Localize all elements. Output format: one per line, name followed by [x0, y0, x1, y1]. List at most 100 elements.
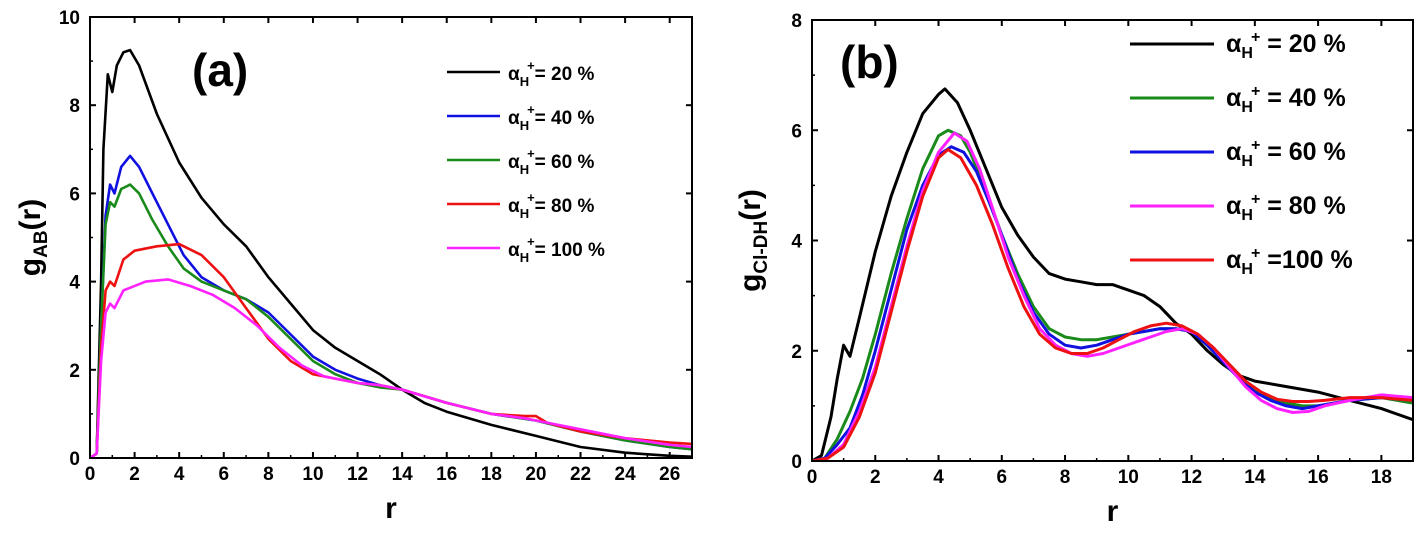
y-tick-label: 4 — [69, 273, 80, 294]
legend-subscript: H — [1241, 45, 1253, 62]
y-axis-title-subscript: AB — [31, 230, 52, 257]
y-axis-title-subscript: Cl-DH — [751, 221, 772, 274]
series-line-3 — [812, 145, 1413, 461]
y-axis-title-tail: (r) — [734, 189, 767, 221]
y-tick-label: 2 — [69, 361, 80, 382]
legend-text: = 40 % — [1260, 84, 1345, 112]
y-tick-label: 10 — [59, 8, 80, 29]
series-line-4 — [812, 131, 1413, 461]
series-lines — [812, 87, 1413, 461]
x-tick-label: 24 — [615, 464, 637, 485]
legend-text: = 40 % — [535, 108, 595, 129]
legend-label: αH+= 40 % — [508, 102, 594, 133]
legend-superscript: + — [527, 146, 535, 161]
series-line-1 — [90, 48, 692, 458]
x-axis-title: r — [385, 492, 397, 525]
series-line-3 — [90, 183, 692, 458]
legend-superscript: + — [527, 58, 535, 73]
series-line-2 — [812, 128, 1413, 461]
legend-alpha: α — [508, 152, 520, 173]
y-tick-label: 8 — [791, 11, 802, 32]
legend-label: αH+ = 60 % — [1226, 137, 1346, 170]
y-axis-title: gCl-DH(r) — [734, 189, 772, 292]
legend-alpha: α — [508, 196, 520, 217]
legend-alpha: α — [1226, 138, 1242, 166]
legend-superscript: + — [1251, 137, 1260, 154]
legend-subscript: H — [520, 74, 529, 89]
x-tick-label: 12 — [1181, 467, 1202, 488]
series-lines — [90, 48, 692, 458]
legend-text: =100 % — [1260, 246, 1352, 274]
legend-alpha: α — [508, 240, 520, 261]
legend-text: = 100 % — [535, 240, 605, 261]
x-tick-label: 6 — [997, 467, 1008, 488]
series-line-4 — [90, 242, 692, 458]
x-tick-label: 4 — [174, 464, 185, 485]
y-tick-label: 4 — [791, 232, 802, 253]
legend-text: = 60 % — [535, 152, 595, 173]
legend-label: αH+= 60 % — [508, 146, 594, 177]
y-axis-title-main: g — [14, 258, 47, 276]
x-tick-label: 10 — [1118, 467, 1139, 488]
legend-subscript: H — [1241, 99, 1253, 116]
y-tick-label: 0 — [791, 452, 802, 473]
legend-text: = 20 % — [1260, 30, 1345, 58]
legend-alpha: α — [1226, 246, 1242, 274]
legend-superscript: + — [527, 102, 535, 117]
legend: αH+= 20 %αH+= 40 %αH+= 60 %αH+= 80 %αH+=… — [447, 58, 605, 265]
y-tick-label: 8 — [69, 96, 80, 117]
y-axis-title-main: g — [734, 274, 767, 292]
legend: αH+ = 20 %αH+ = 40 %αH+ = 60 %αH+ = 80 %… — [1130, 29, 1353, 278]
series-line-5 — [90, 278, 692, 458]
x-tick-label: 22 — [570, 464, 591, 485]
legend-superscript: + — [527, 234, 535, 249]
legend-superscript: + — [527, 190, 535, 205]
legend-label: αH+ =100 % — [1226, 245, 1353, 278]
legend-text: = 20 % — [535, 64, 595, 85]
x-tick-label: 0 — [807, 467, 818, 488]
y-tick-label: 6 — [791, 121, 802, 142]
series-line-5 — [812, 148, 1413, 461]
y-axis-title-tail: (r) — [14, 199, 47, 231]
panel-label: (a) — [192, 44, 248, 96]
legend-superscript: + — [1251, 245, 1260, 262]
legend-superscript: + — [1251, 29, 1260, 46]
legend-label: αH+ = 80 % — [1226, 191, 1346, 224]
x-tick-label: 12 — [347, 464, 368, 485]
legend-superscript: + — [1251, 83, 1260, 100]
legend-subscript: H — [520, 118, 529, 133]
plot-frame — [89, 16, 693, 459]
legend-subscript: H — [1241, 153, 1253, 170]
legend-alpha: α — [508, 64, 520, 85]
legend-text: = 80 % — [535, 196, 595, 217]
legend-label: αH+ = 40 % — [1226, 83, 1346, 116]
legend-alpha: α — [1226, 84, 1242, 112]
x-tick-label: 0 — [85, 464, 96, 485]
legend-superscript: + — [1251, 191, 1260, 208]
legend-label: αH+= 80 % — [508, 190, 594, 221]
legend-subscript: H — [520, 250, 529, 265]
x-tick-label: 20 — [525, 464, 546, 485]
legend-alpha: α — [1226, 30, 1242, 58]
x-tick-label: 16 — [436, 464, 457, 485]
x-tick-label: 6 — [218, 464, 229, 485]
legend-label: αH+= 100 % — [508, 234, 605, 265]
x-tick-label: 26 — [659, 464, 680, 485]
legend-label: αH+ = 20 % — [1226, 29, 1346, 62]
x-tick-label: 18 — [1371, 467, 1392, 488]
legend-subscript: H — [520, 162, 529, 177]
legend-alpha: α — [1226, 192, 1242, 220]
x-tick-label: 4 — [933, 467, 944, 488]
x-tick-label: 14 — [1244, 467, 1266, 488]
x-tick-label: 2 — [129, 464, 140, 485]
legend-subscript: H — [520, 206, 529, 221]
legend-text: = 80 % — [1260, 192, 1345, 220]
y-tick-label: 2 — [791, 342, 802, 363]
legend-text: = 60 % — [1260, 138, 1345, 166]
x-axis-title: r — [1107, 495, 1119, 528]
legend-subscript: H — [1241, 207, 1253, 224]
y-axis-title: gAB(r) — [14, 199, 52, 276]
x-tick-label: 18 — [481, 464, 502, 485]
